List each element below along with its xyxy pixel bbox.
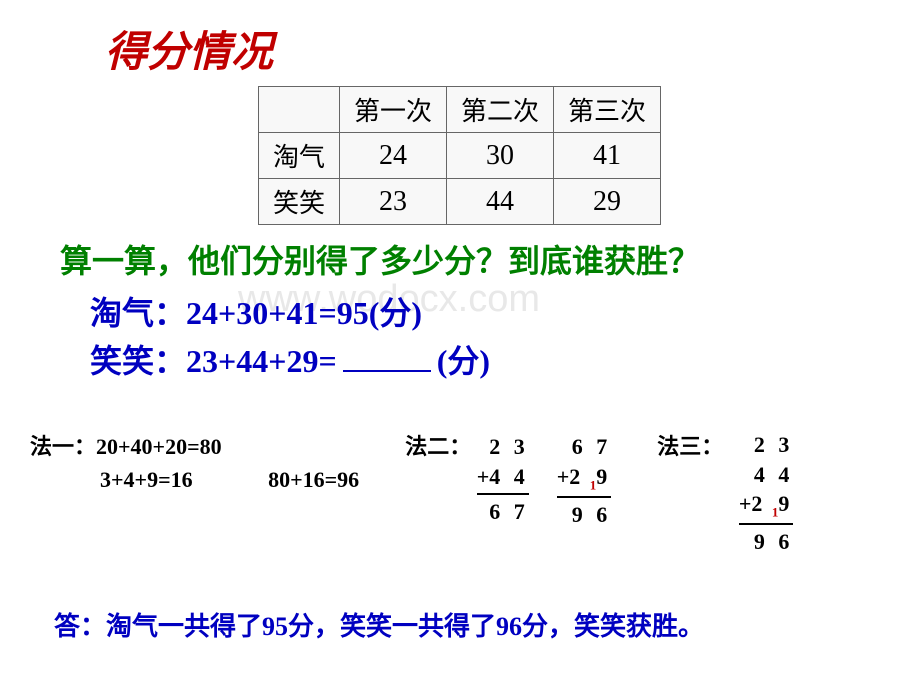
calc-xiaoxiao: 笑笑：23+44+29= (分) [90,336,490,382]
cell: 44 [447,179,554,225]
method-2: 法二： 2 3 ++4 44 4 6 7 6 7 +2 19 9 6 [405,430,611,557]
answer-text: 答：淘气一共得了95分，笑笑一共得了96分，笑笑获胜。 [54,606,704,643]
method-label: 法三： [657,434,723,459]
cell: 24 [340,133,447,179]
hr-line [739,523,794,525]
method-3: 法三： 2 3 4 4 +2 19 9 6 [657,430,793,557]
question-text: 算一算，他们分别得了多少分？到底谁获胜？ [60,236,700,282]
vcalc-r: 6 7 [477,497,529,527]
vcalc-r: 9 6 [739,527,794,557]
m1-r1: 20+40+20=80 [96,434,222,459]
m1-r2: 3+4+9=16 [100,467,193,492]
table-row: 淘气 24 30 41 [259,133,661,179]
cell: 23 [340,179,447,225]
calc-expr-pre: 23+44+29= [186,343,337,379]
method-label: 法一： [30,434,96,459]
th-col3: 第三次 [554,87,661,133]
vcalc-c: +2 19 [739,489,794,521]
blank-line [343,370,431,372]
vcalc-b: ++4 44 4 [477,462,529,492]
vcalc-a: 6 7 [557,432,612,462]
table-header-row: 第一次 第二次 第三次 [259,87,661,133]
th-col1: 第一次 [340,87,447,133]
th-blank [259,87,340,133]
hr-line [557,496,612,498]
table-row: 笑笑 23 44 29 [259,179,661,225]
method-1: 法一：20+40+20=80 3+4+9=16 80+16=96 [30,430,359,557]
page-title: 得分情况 [105,18,273,79]
score-table: 第一次 第二次 第三次 淘气 24 30 41 笑笑 23 44 29 [258,86,661,225]
method-label: 法二： [405,434,471,459]
plus: +2 [739,491,763,516]
m1-r3: 80+16=96 [268,467,359,492]
methods-row: 法一：20+40+20=80 3+4+9=16 80+16=96 法二： 2 3… [30,430,793,557]
calc-label: 笑笑： [90,343,186,379]
c-post: 9 [778,491,793,516]
th-col2: 第二次 [447,87,554,133]
m2-col1: 2 3 ++4 44 4 6 7 [477,432,529,529]
cell: 41 [554,133,661,179]
calc-label: 淘气： [90,295,186,331]
calc-taoqi: 淘气：24+30+41=95(分) [90,288,422,334]
vcalc-b: +2 19 [557,462,612,494]
m2-col2: 6 7 +2 19 9 6 [557,432,612,529]
row-name: 淘气 [259,133,340,179]
cell: 30 [447,133,554,179]
hr-line [477,493,529,495]
calc-expr: 24+30+41=95(分) [186,295,422,331]
cell: 29 [554,179,661,225]
row-name: 笑笑 [259,179,340,225]
vcalc-a: 2 3 [477,432,529,462]
b-post: 9 [596,464,611,489]
vcalc-b: 4 4 [739,460,794,490]
plus: +2 [557,464,581,489]
vcalc-a: 2 3 [739,430,794,460]
vcalc-r: 9 6 [557,500,612,530]
calc-unit: (分) [437,343,490,379]
